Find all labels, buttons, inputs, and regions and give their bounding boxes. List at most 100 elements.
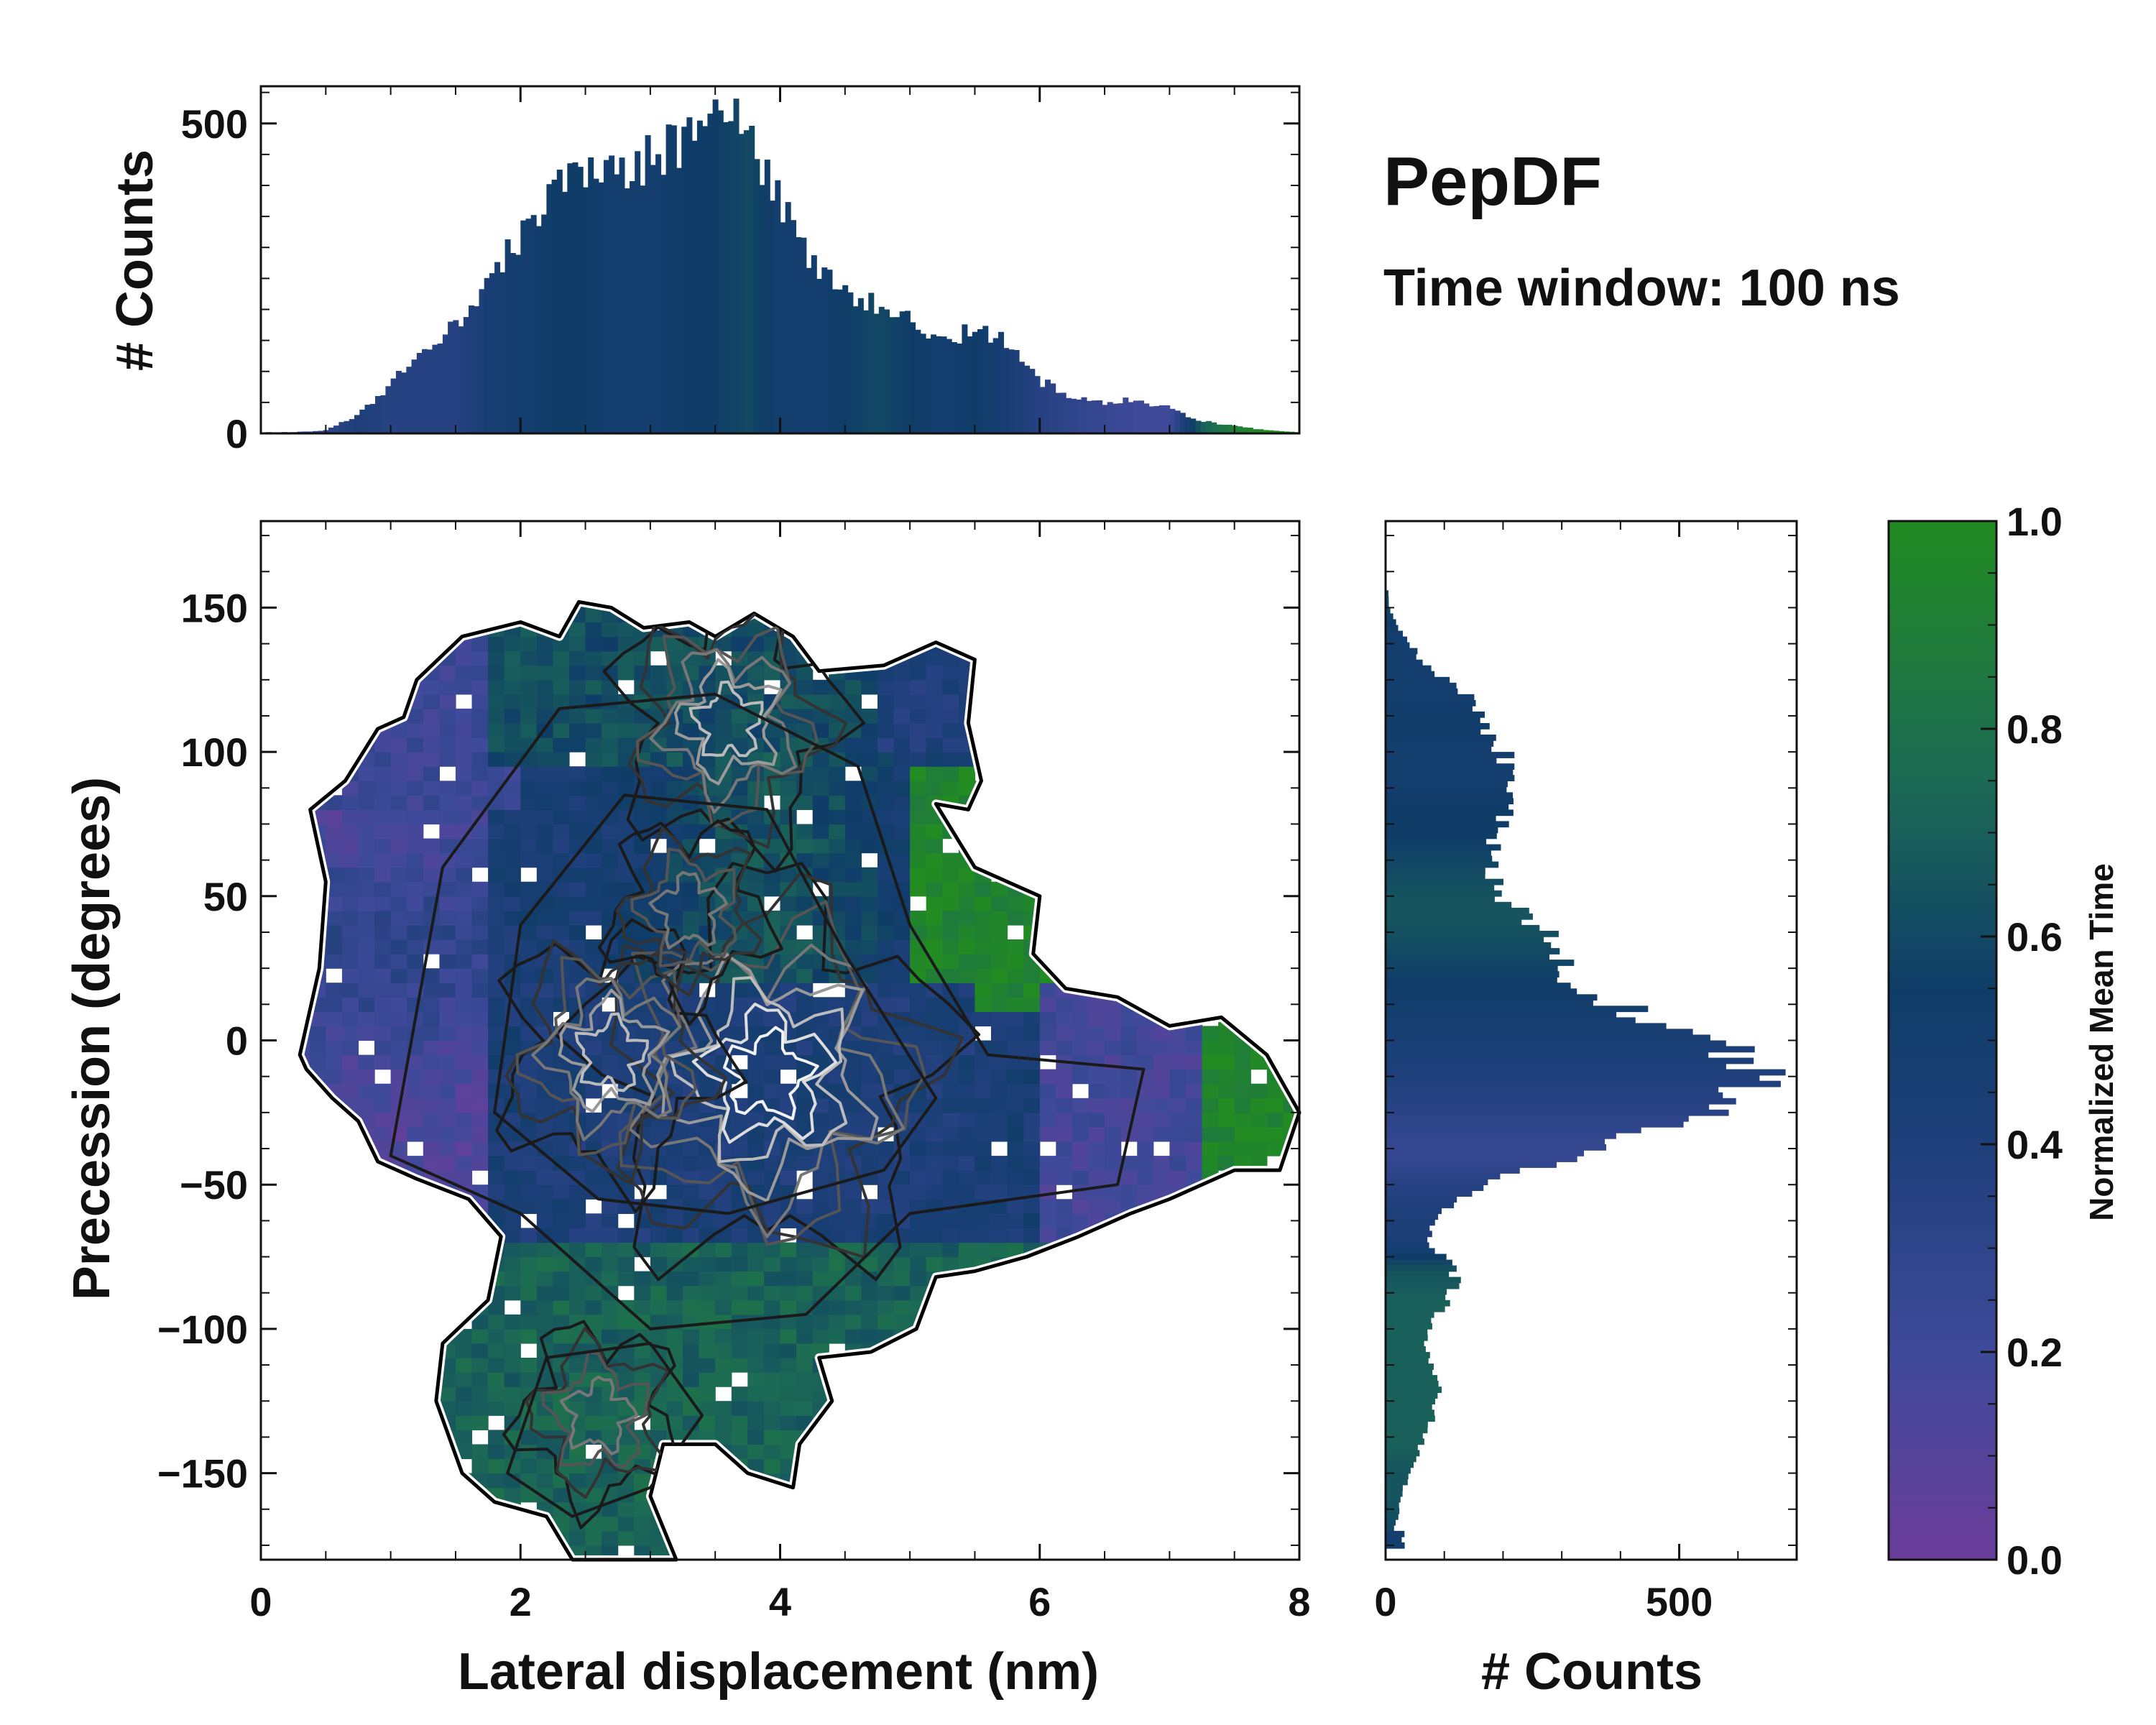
heatmap-cell — [390, 997, 407, 1012]
heatmap-cell — [683, 1069, 700, 1085]
right-hist-bar — [1386, 1156, 1577, 1162]
heatmap-cell — [650, 679, 668, 695]
heatmap-cell — [731, 1026, 748, 1041]
heatmap-cell — [504, 1213, 521, 1228]
top-hist-bar — [759, 185, 765, 433]
heatmap-cell — [569, 665, 586, 681]
heatmap-cell — [585, 1256, 602, 1272]
heatmap-cell — [1250, 1083, 1268, 1099]
heatmap-cell — [812, 766, 829, 781]
heatmap-cell — [1186, 1054, 1203, 1070]
top-hist-bar — [1097, 400, 1103, 433]
heatmap-cell — [488, 924, 505, 940]
heatmap-cell — [536, 1256, 553, 1272]
heatmap-cell — [1007, 1069, 1024, 1085]
top-hist-bar — [422, 349, 428, 433]
heatmap-cell — [926, 852, 943, 868]
heatmap-cell — [942, 954, 959, 969]
heatmap-cell — [585, 636, 602, 652]
right-hist-bar — [1386, 1029, 1693, 1036]
heatmap-cell — [683, 1285, 700, 1301]
heatmap-cell — [731, 939, 748, 954]
heatmap-cell — [407, 708, 424, 724]
heatmap-cell — [893, 1242, 911, 1258]
heatmap-cell — [602, 1054, 619, 1070]
heatmap-cell — [455, 1054, 473, 1070]
heatmap-cell — [747, 1069, 765, 1085]
heatmap-cell — [910, 1098, 927, 1113]
heatmap-cell — [812, 1328, 829, 1344]
top-hist-bar — [1092, 400, 1097, 433]
heatmap-cell — [715, 1415, 732, 1430]
heatmap-cell — [553, 737, 570, 753]
heatmap-cell — [796, 1314, 814, 1330]
heatmap-cell — [650, 1228, 668, 1243]
right-hist-bar — [1386, 648, 1418, 655]
heatmap-cell — [683, 1271, 700, 1287]
right-hist-bar — [1386, 827, 1498, 834]
heatmap-cell — [488, 867, 505, 883]
heatmap-cell — [602, 1184, 619, 1200]
heatmap-cell — [942, 1126, 959, 1142]
top-hist-bar — [806, 267, 812, 433]
top-hist-bar — [1076, 399, 1082, 433]
heatmap-cell — [715, 1285, 732, 1301]
top-hist-bar — [660, 175, 667, 433]
heatmap-cell — [326, 997, 343, 1012]
heatmap-cell — [358, 881, 375, 897]
heatmap-cell — [488, 939, 505, 954]
heatmap-cell — [536, 665, 553, 681]
heatmap-cell — [991, 1026, 1008, 1041]
heatmap-cell — [1007, 1228, 1024, 1243]
heatmap-cell — [715, 636, 732, 652]
top-hist-bar — [878, 306, 885, 433]
heatmap-cell — [975, 1184, 992, 1200]
heatmap-cell — [488, 1156, 505, 1171]
top-hist-bar — [1158, 405, 1165, 433]
heatmap-cell — [829, 694, 846, 709]
heatmap-cell — [585, 1530, 602, 1546]
heatmap-cell — [585, 795, 602, 810]
heatmap-cell — [536, 997, 553, 1012]
heatmap-cell — [1039, 1228, 1056, 1243]
top-hist-bar — [920, 334, 926, 433]
heatmap-cell — [407, 1026, 424, 1041]
top-hist-bar — [385, 386, 392, 433]
heatmap-cell — [683, 896, 700, 911]
heatmap-cell — [926, 1213, 943, 1228]
heatmap-cell — [1186, 1026, 1203, 1041]
heatmap-cell — [780, 1256, 797, 1272]
heatmap-cell — [1088, 1054, 1105, 1070]
right-hist-bar — [1386, 1167, 1520, 1174]
heatmap-cell — [439, 924, 456, 940]
heatmap-cell — [1234, 1083, 1251, 1099]
heatmap-cell — [585, 1170, 602, 1185]
heatmap-cell — [585, 1285, 602, 1301]
heatmap-cell — [585, 1401, 602, 1416]
heatmap-cell — [763, 1343, 781, 1358]
heatmap-cell — [439, 1083, 456, 1099]
heatmap-cell — [602, 1228, 619, 1243]
heatmap-cell — [439, 838, 456, 854]
heatmap-cell — [1169, 1040, 1187, 1056]
top-hist-bar — [484, 277, 490, 433]
heatmap-cell — [844, 896, 862, 911]
heatmap-cell — [893, 708, 911, 724]
heatmap-cell — [455, 1415, 473, 1430]
heatmap-cell — [407, 723, 424, 738]
heatmap-cell — [715, 1242, 732, 1258]
heatmap-cell — [1105, 1141, 1122, 1156]
top-hist-bar — [1107, 402, 1113, 433]
heatmap-cell — [569, 795, 586, 810]
heatmap-cell — [374, 881, 392, 897]
heatmap-cell — [829, 1271, 846, 1287]
heatmap-cell — [942, 1112, 959, 1128]
heatmap-cell — [520, 1314, 538, 1330]
right-hist-bar — [1386, 804, 1509, 811]
heatmap-cell — [683, 752, 700, 767]
top-hist-bar — [775, 180, 781, 434]
heatmap-cell — [423, 752, 440, 767]
heatmap-cell — [569, 636, 586, 652]
heatmap-cell — [1169, 1026, 1187, 1041]
heatmap-cell — [650, 1126, 668, 1142]
